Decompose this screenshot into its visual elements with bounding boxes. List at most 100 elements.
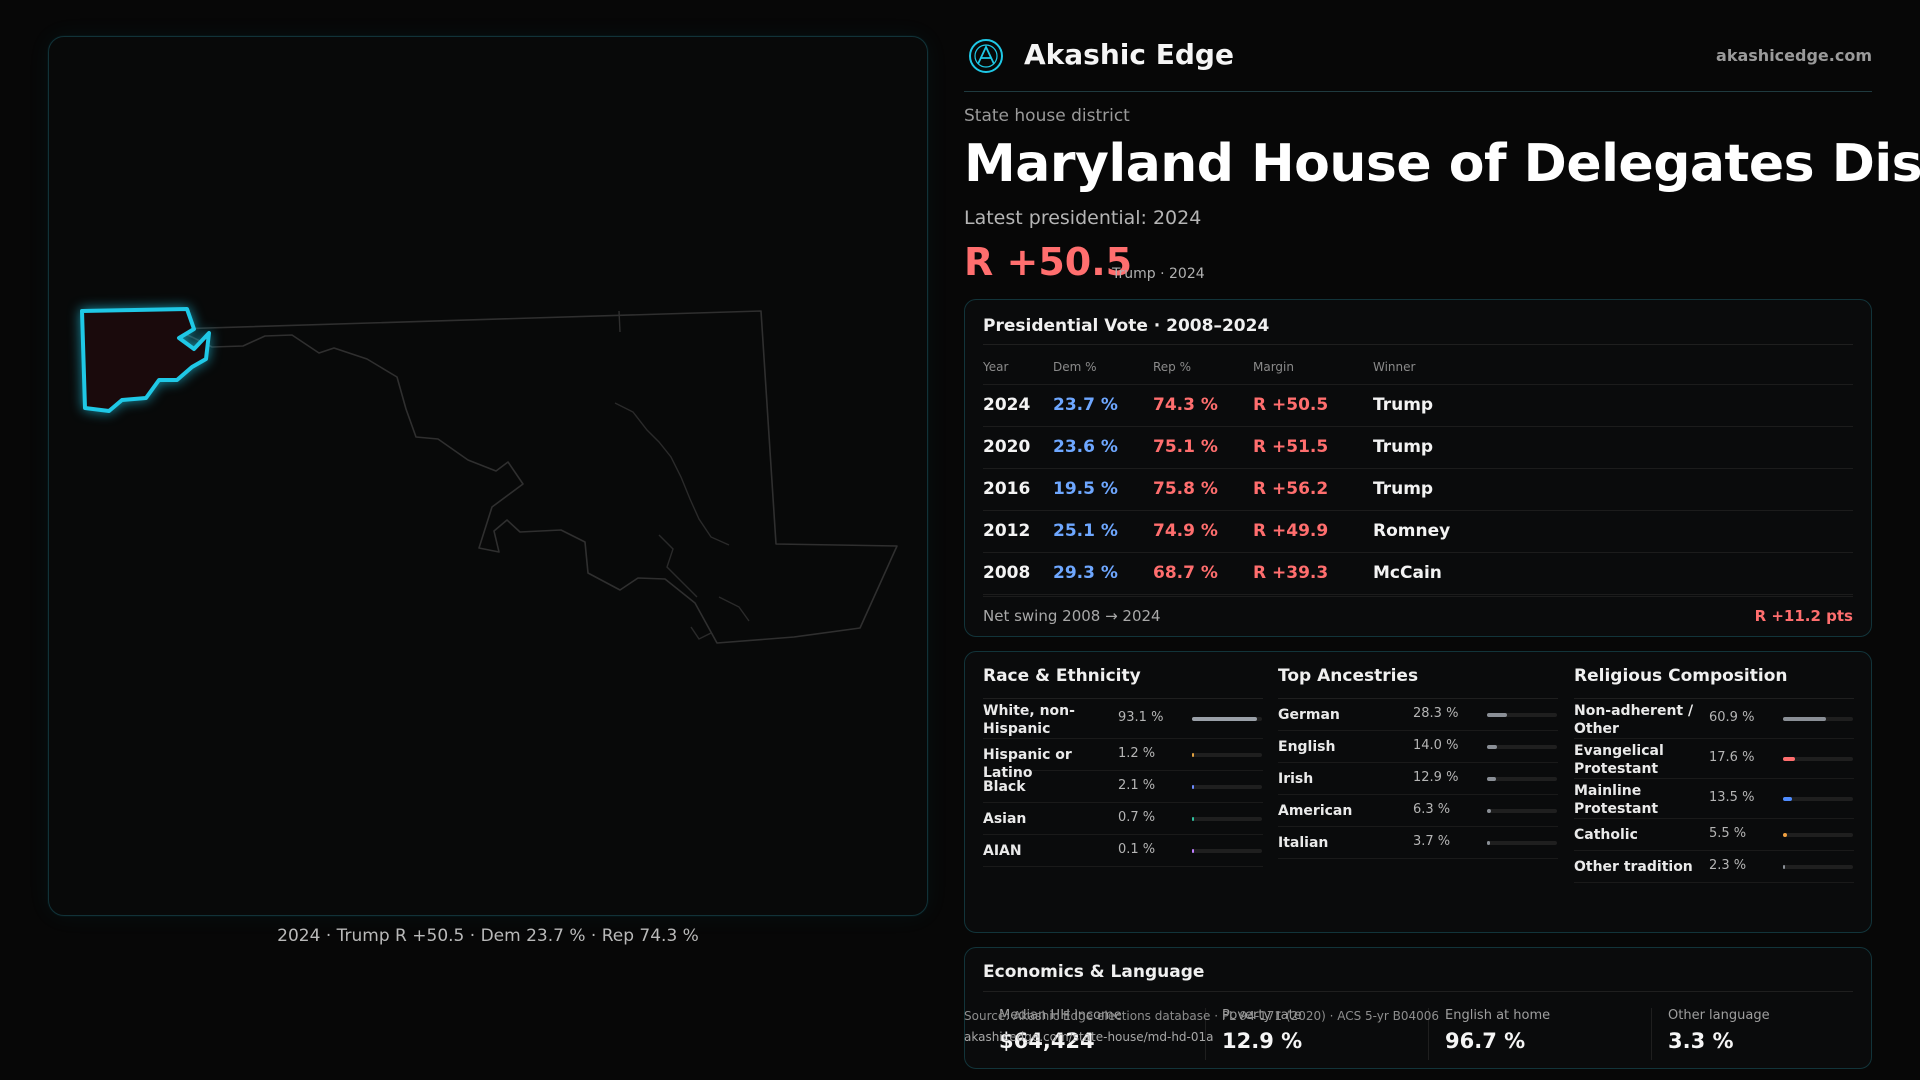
demographic-bar	[1192, 849, 1262, 853]
district-type: State house district	[964, 106, 1130, 126]
page-title: Maryland House of Delegates District 1	[964, 134, 1920, 194]
demographic-label: Other tradition	[1574, 859, 1693, 875]
year-cell: 2024	[983, 384, 1053, 427]
table-row: 2012 25.1 % 74.9 % R +49.9 Romney	[983, 510, 1853, 553]
demographic-label: Black	[983, 779, 1026, 795]
winner-cell: Trump	[1373, 384, 1853, 427]
brand-name[interactable]: Akashic Edge	[1024, 38, 1234, 71]
demographic-bar-fill	[1783, 757, 1795, 761]
demographic-bar-fill	[1192, 717, 1257, 721]
demographic-bar	[1487, 713, 1557, 717]
divider	[1574, 698, 1854, 699]
demographic-label: Asian	[983, 811, 1027, 827]
stat-label: Median HH income	[999, 1008, 1122, 1023]
demographic-percent: 60.9 %	[1709, 710, 1755, 725]
demographic-percent: 2.3 %	[1709, 858, 1747, 873]
dem-cell: 19.5 %	[1053, 468, 1153, 511]
demographic-bar-fill	[1783, 833, 1787, 837]
dem-cell: 29.3 %	[1053, 552, 1153, 595]
year-cell: 2016	[983, 468, 1053, 511]
demographic-bar	[1783, 717, 1853, 721]
demographic-bar-fill	[1487, 841, 1490, 845]
stat-label: Other language	[1668, 1008, 1770, 1023]
year-cell: 2012	[983, 510, 1053, 553]
demographic-row: English 14.0 %	[1278, 731, 1558, 763]
demographic-label: White, non-Hispanic	[983, 703, 1075, 737]
divider	[1205, 1008, 1206, 1060]
dem-cell: 25.1 %	[1053, 510, 1153, 553]
margin-cell: R +49.9	[1253, 510, 1373, 553]
column-header: Dem %	[1053, 350, 1153, 385]
demographic-bar-fill	[1487, 777, 1496, 781]
demographic-bar-fill	[1487, 713, 1507, 717]
maryland-map	[80, 307, 898, 644]
demographic-percent: 1.2 %	[1118, 746, 1156, 761]
demographic-row: Irish 12.9 %	[1278, 763, 1558, 795]
demographic-label: Non-adherent / Other	[1574, 703, 1694, 737]
demographic-label: Hispanic or Latino	[983, 747, 1072, 781]
demographic-percent: 2.1 %	[1118, 778, 1156, 793]
column-header: Rep %	[1153, 350, 1253, 385]
source-note: Source: Akashic Edge elections database …	[964, 1006, 1439, 1048]
stat-value: 3.3 %	[1668, 1029, 1734, 1053]
stat-value: $64,424	[999, 1029, 1095, 1053]
dem-cell: 23.7 %	[1053, 384, 1153, 427]
demographic-bar	[1783, 757, 1853, 761]
demographic-label: AIAN	[983, 843, 1022, 859]
highlighted-district[interactable]	[80, 307, 211, 413]
demographic-label: Italian	[1278, 835, 1329, 851]
divider	[1428, 1008, 1429, 1060]
demographic-bar-fill	[1192, 817, 1194, 821]
brand-header: Akashic Edge akashicedge.com	[964, 34, 1872, 92]
divider	[1278, 698, 1558, 699]
brand-url[interactable]: akashicedge.com	[1716, 46, 1872, 65]
demographic-row: Black 2.1 %	[983, 771, 1263, 803]
demographic-bar	[1783, 833, 1853, 837]
source-url[interactable]: akashicedge.com/state-house/md-hd-01a	[964, 1030, 1214, 1044]
english-at-home-stat: English at home 96.7 %	[1445, 1008, 1651, 1064]
demographic-percent: 13.5 %	[1709, 790, 1755, 805]
demographic-bar	[1192, 817, 1262, 821]
demographic-bar	[1487, 745, 1557, 749]
demographic-row: Italian 3.7 %	[1278, 827, 1558, 859]
demographic-percent: 3.7 %	[1413, 834, 1451, 849]
margin-cell: R +56.2	[1253, 468, 1373, 511]
net-swing-value: R +11.2 pts	[1754, 607, 1853, 625]
table-row: 2024 23.7 % 74.3 % R +50.5 Trump	[983, 384, 1853, 427]
delmarva-detail	[614, 402, 730, 546]
presidential-vote-card: Presidential Vote · 2008–2024 Year Dem %…	[964, 299, 1872, 637]
table-row: 2008 29.3 % 68.7 % R +39.3 McCain	[983, 552, 1853, 595]
stat-value: 96.7 %	[1445, 1029, 1526, 1053]
latest-presidential: Latest presidential: 2024	[964, 207, 1202, 229]
demographic-bar-fill	[1783, 717, 1826, 721]
state-outline	[173, 310, 898, 644]
demographic-bar	[1192, 785, 1262, 789]
demographic-row: Hispanic or Latino 1.2 %	[983, 739, 1263, 781]
winner-cell: Trump	[1373, 468, 1853, 511]
demographic-percent: 0.1 %	[1118, 842, 1156, 857]
demographic-bar	[1487, 809, 1557, 813]
column-header: Margin	[1253, 350, 1373, 385]
presidential-vote-title: Presidential Vote · 2008–2024	[983, 316, 1270, 336]
demographic-percent: 12.9 %	[1413, 770, 1459, 785]
economics-card: Economics & Language Median HH income $6…	[964, 947, 1872, 1069]
demographic-bar-fill	[1192, 849, 1194, 853]
demographic-bar-fill	[1192, 753, 1194, 757]
akashic-edge-logo-icon[interactable]	[968, 38, 1004, 74]
demographic-percent: 14.0 %	[1413, 738, 1459, 753]
margin-cell: R +39.3	[1253, 552, 1373, 595]
demographic-bar	[1487, 841, 1557, 845]
table-header-row: Year Dem % Rep % Margin Winner	[983, 350, 1853, 385]
demographic-row: Non-adherent / Other 60.9 %	[1574, 699, 1854, 739]
bay-islands	[658, 534, 750, 640]
table-row: 2016 19.5 % 75.8 % R +56.2 Trump	[983, 468, 1853, 511]
demographic-row: AIAN 0.1 %	[983, 835, 1263, 867]
demographic-bar	[1192, 717, 1262, 721]
stat-label: Poverty rate	[1222, 1008, 1302, 1023]
district-profile: Akashic Edge akashicedge.com State house…	[964, 0, 1920, 1080]
demographic-label: Catholic	[1574, 827, 1638, 843]
demographic-row: White, non-Hispanic 93.1 %	[983, 699, 1263, 739]
demographic-row: Other tradition 2.3 %	[1574, 851, 1854, 883]
ancestries-title: Top Ancestries	[1278, 666, 1419, 686]
state-border-line	[618, 310, 621, 333]
